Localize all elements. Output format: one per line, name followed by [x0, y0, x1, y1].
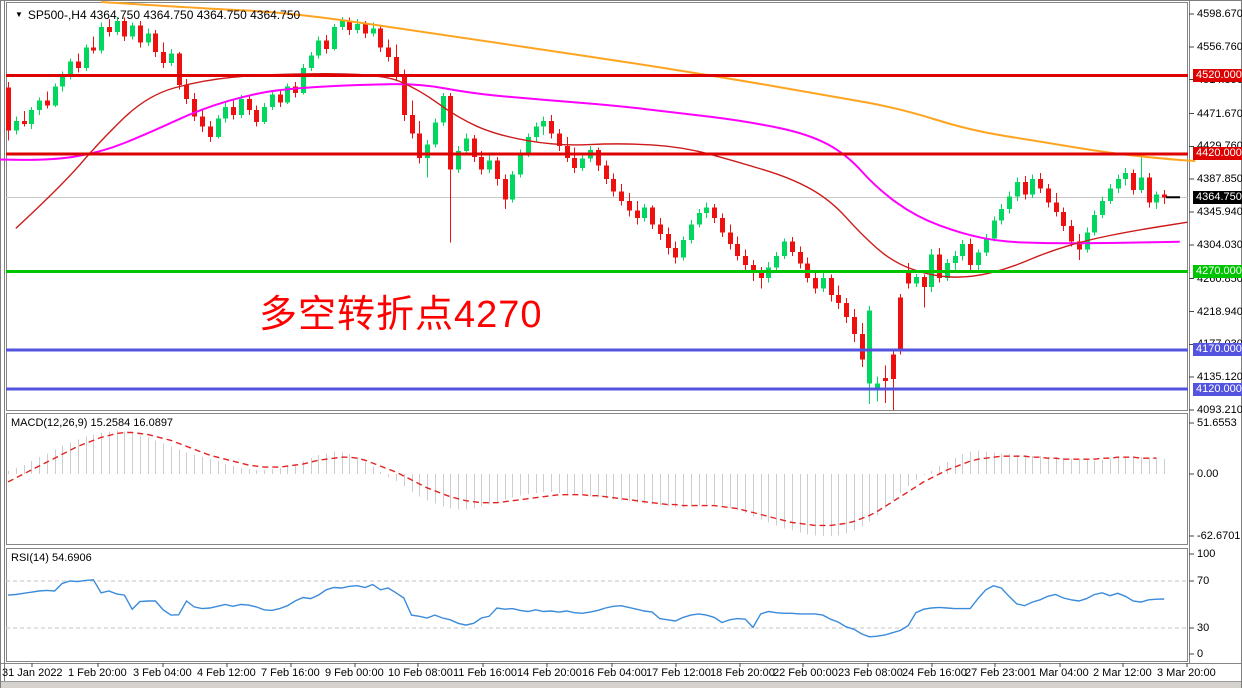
time-tick-label: 1 Mar 04:00 [1030, 667, 1089, 679]
price-tick-label: 4304.030 [1197, 238, 1242, 251]
symbol-ohlc-label: ▼ SP500-,H4 4364.750 4364.750 4364.750 43… [15, 8, 300, 22]
time-tick-label: 3 Feb 04:00 [133, 667, 192, 679]
price-tick-label: 4345.940 [1197, 206, 1242, 218]
price-axis[interactable]: 4598.6704556.7604514.8504471.6704429.760… [1189, 0, 1242, 663]
chevron-down-icon[interactable]: ▼ [15, 10, 23, 19]
macd-tick-label: -62.6701 [1197, 529, 1241, 542]
time-tick-label: 11 Feb 16:00 [453, 667, 518, 679]
time-tick-label: 10 Feb 08:00 [388, 667, 453, 679]
time-tick-label: 7 Feb 16:00 [261, 667, 320, 679]
time-tick-label: 4 Feb 12:00 [197, 667, 256, 679]
time-tick-label: 14 Feb 20:00 [517, 667, 582, 679]
window-left-inner-edge [4, 0, 5, 681]
price-level-badge[interactable]: 4364.750 [1193, 190, 1242, 204]
price-tick-label: 4135.120 [1197, 371, 1242, 384]
time-tick-label: 27 Feb 23:00 [965, 667, 1030, 679]
macd-title: MACD(12,26,9) 15.2584 16.0897 [11, 417, 174, 429]
time-tick-label: 31 Jan 2022 [2, 667, 63, 679]
macd-tick-label: 51.6553 [1197, 416, 1237, 429]
macd-pane[interactable]: MACD(12,26,9) 15.2584 16.0897 [6, 413, 1188, 545]
price-tick-label: 4387.850 [1197, 173, 1242, 186]
rsi-tick-label: 30 [1197, 622, 1210, 634]
main-chart-pane[interactable]: ▼ SP500-,H4 4364.750 4364.750 4364.750 43… [6, 2, 1188, 411]
price-tick-label: 4218.940 [1197, 305, 1242, 318]
time-tick-label: 17 Feb 12:00 [646, 667, 711, 679]
time-tick-label: 9 Feb 00:00 [325, 667, 384, 679]
time-axis[interactable]: 31 Jan 2022 1 Feb 20:00 3 Feb 04:00 4 Feb 1… [0, 663, 1242, 681]
annotation-text[interactable]: 多空转折点4270 [259, 294, 543, 336]
time-tick-label: 18 Feb 20:00 [710, 667, 775, 679]
time-tick-label: 24 Feb 16:00 [902, 667, 967, 679]
time-tick-label: 22 Feb 00:00 [773, 667, 838, 679]
rsi-tick-label: 100 [1197, 548, 1216, 560]
price-level-badge[interactable]: 4420.000 [1193, 147, 1242, 161]
rsi-tick-label: 70 [1197, 575, 1210, 587]
rsi-title: RSI(14) 54.6906 [11, 552, 92, 564]
macd-tick-label: 0.00 [1197, 468, 1219, 480]
time-tick-label: 1 Feb 20:00 [68, 667, 127, 679]
price-level-badge[interactable]: 4520.000 [1193, 69, 1242, 83]
rsi-pane[interactable]: RSI(14) 54.6906 [6, 548, 1188, 662]
price-level-badge[interactable]: 4120.000 [1193, 382, 1242, 396]
window-bottom-edge [0, 681, 1242, 688]
price-tick-label: 4598.670 [1197, 8, 1242, 20]
price-tick-label: 4093.210 [1197, 404, 1242, 417]
time-tick-label: 16 Feb 04:00 [582, 667, 647, 679]
price-tick-label: 4556.760 [1197, 40, 1242, 53]
time-tick-label: 3 Mar 20:00 [1157, 667, 1216, 679]
price-level-badge[interactable]: 4170.000 [1193, 343, 1242, 357]
price-tick-label: 4471.670 [1197, 107, 1242, 120]
symbol-ohlc-text: SP500-,H4 4364.750 4364.750 4364.750 436… [27, 8, 301, 22]
window-left-edge [0, 0, 1, 688]
time-tick-label: 23 Feb 08:00 [838, 667, 903, 679]
window-top-edge [0, 0, 1242, 1]
time-tick-label: 2 Mar 12:00 [1093, 667, 1152, 679]
rsi-tick-label: 0 [1197, 648, 1204, 660]
price-level-badge[interactable]: 4270.000 [1193, 265, 1242, 278]
